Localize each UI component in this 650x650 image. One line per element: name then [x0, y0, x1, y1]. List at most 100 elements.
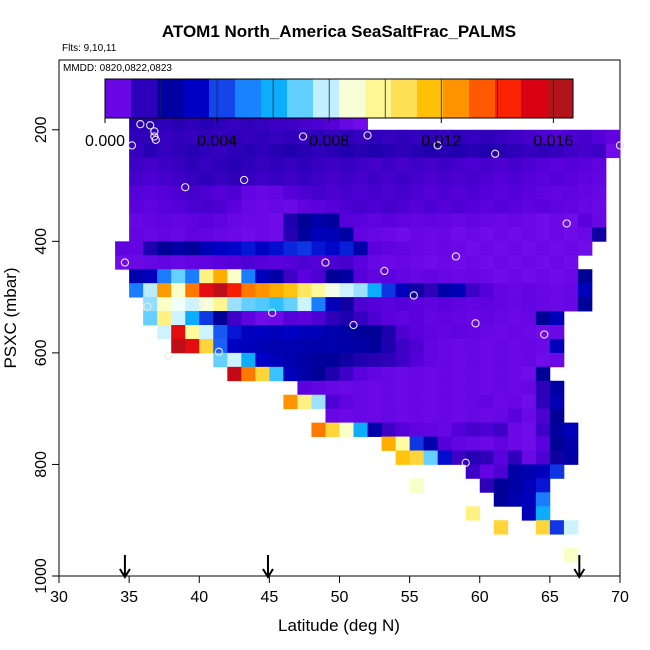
heatmap-cell	[549, 380, 565, 396]
colorbar-segment	[235, 79, 262, 118]
heatmap-cell	[535, 436, 551, 451]
arrow-marker	[573, 555, 586, 579]
heatmap-cell	[437, 213, 453, 228]
heatmap-cell	[339, 311, 354, 326]
x-tick-label: 30	[50, 589, 68, 606]
heatmap-cell	[437, 436, 453, 451]
heatmap-cell	[493, 325, 509, 340]
heatmap-cell	[381, 143, 396, 159]
heatmap-cell	[423, 255, 439, 270]
heatmap-cell	[185, 325, 200, 340]
heatmap-cell	[563, 255, 579, 270]
heatmap-cells	[115, 115, 621, 563]
heatmap-cell	[507, 143, 523, 159]
heatmap-cell	[381, 199, 396, 214]
heatmap-cell	[213, 283, 228, 298]
heatmap-cell	[465, 325, 481, 340]
heatmap-cell	[157, 171, 172, 186]
heatmap-cell	[409, 394, 425, 410]
heatmap-cell	[199, 338, 214, 354]
heatmap-cell	[157, 241, 172, 256]
heatmap-cell	[465, 450, 481, 465]
heatmap-cell	[297, 241, 312, 256]
heatmap-cell	[465, 352, 481, 368]
heatmap-cell	[451, 394, 467, 410]
sample-points	[120, 120, 625, 467]
heatmap-cell	[381, 394, 396, 410]
heatmap-cell	[577, 269, 593, 284]
heatmap-cell	[493, 269, 509, 284]
heatmap-cell	[535, 380, 551, 396]
heatmap-cell	[479, 338, 495, 354]
heatmap-cell	[409, 311, 425, 326]
heatmap-cell	[353, 115, 368, 131]
heatmap-cell	[451, 380, 467, 396]
colorbar-tick-label: 0.008	[309, 133, 349, 150]
heatmap-cell	[479, 213, 495, 228]
sample-point	[214, 347, 224, 356]
heatmap-cell	[521, 255, 537, 270]
heatmap-cell	[367, 366, 382, 382]
heatmap-cell	[241, 297, 256, 312]
heatmap-cell	[409, 297, 425, 312]
sample-point	[471, 319, 480, 328]
heatmap-cell	[269, 143, 284, 159]
sample-point	[562, 219, 571, 228]
heatmap-cell	[269, 199, 284, 214]
heatmap-cell	[381, 241, 396, 256]
heatmap-cell	[311, 157, 326, 173]
heatmap-cell	[493, 394, 509, 410]
heatmap-cell	[143, 311, 158, 326]
heatmap-cell	[143, 171, 158, 186]
heatmap-cell	[269, 311, 284, 326]
heatmap-cell	[283, 227, 298, 242]
heatmap-cell	[367, 352, 382, 368]
colorbar-frame	[104, 78, 574, 119]
heatmap-cell	[381, 297, 396, 312]
heatmap-cell	[353, 283, 368, 298]
heatmap-cell	[255, 213, 270, 228]
heatmap-cell	[535, 143, 551, 159]
heatmap-cell	[465, 129, 481, 145]
heatmap-cell	[493, 478, 509, 493]
heatmap-cell	[395, 352, 411, 368]
heatmap-cell	[521, 297, 537, 312]
heatmap-cell	[199, 143, 214, 159]
heatmap-cell	[451, 422, 467, 437]
heatmap-cell	[507, 380, 523, 396]
heatmap-cell	[549, 283, 565, 298]
heatmap-cell	[451, 241, 467, 256]
heatmap-cell	[269, 115, 284, 131]
heatmap-cell	[535, 450, 551, 465]
heatmap-cell	[311, 311, 326, 326]
heatmap-cell	[283, 143, 298, 159]
heatmap-cell	[437, 352, 453, 368]
heatmap-cell	[283, 311, 298, 326]
heatmap-cell	[255, 283, 270, 298]
heatmap-cell	[157, 311, 172, 326]
heatmap-cell	[409, 366, 425, 382]
heatmap-cell	[465, 185, 481, 200]
heatmap-cell	[549, 129, 565, 145]
heatmap-cell	[185, 185, 200, 200]
heatmap-cell	[479, 283, 495, 298]
heatmap-cell	[185, 115, 200, 131]
heatmap-cell	[185, 171, 200, 186]
heatmap-cell	[311, 352, 326, 368]
heatmap-cell	[591, 213, 607, 228]
heatmap-cell	[437, 422, 453, 437]
heatmap-cell	[437, 297, 453, 312]
heatmap-cell	[339, 129, 354, 145]
heatmap-cell	[465, 269, 481, 284]
heatmap-cell	[325, 422, 340, 437]
heatmap-cell	[395, 227, 411, 242]
heatmap-cell	[157, 255, 172, 270]
heatmap-cell	[339, 227, 354, 242]
heatmap-cell	[311, 143, 326, 159]
heatmap-cell	[451, 436, 467, 451]
heatmap-cell	[563, 227, 579, 242]
colorbar-segment	[261, 79, 288, 118]
heatmap-cell	[241, 199, 256, 214]
heatmap-cell	[395, 269, 411, 284]
heatmap-cell	[367, 241, 382, 256]
